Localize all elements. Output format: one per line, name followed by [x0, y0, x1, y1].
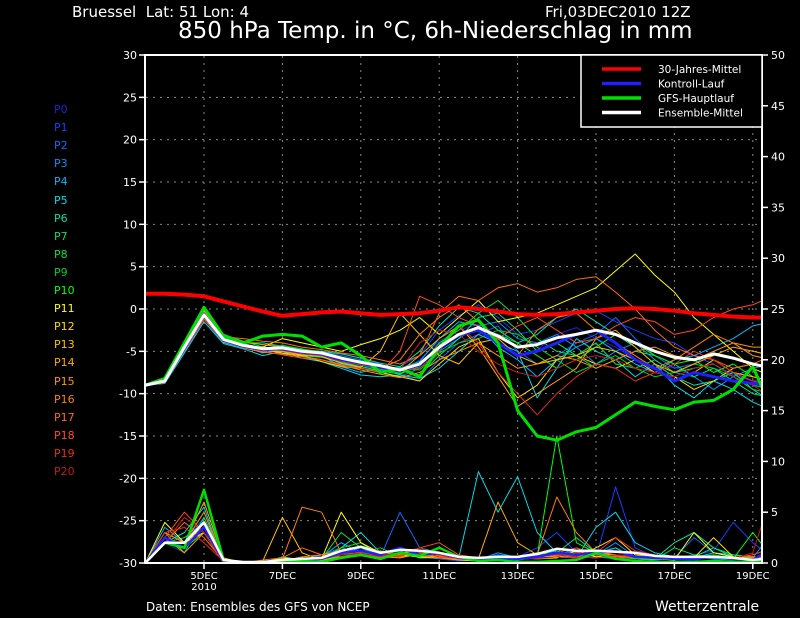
plot-frame [144, 54, 763, 564]
y2-tick-label: 20 [771, 354, 785, 367]
member-label: P11 [54, 302, 75, 316]
legend-label: Kontroll-Lauf [658, 79, 725, 91]
legend-label: Ensemble-Mittel [658, 108, 743, 120]
member-label: P2 [54, 139, 68, 153]
gfs-main-temp-line [146, 305, 762, 442]
y2-tick-label: 5 [771, 506, 778, 519]
y2-tick-label: 45 [771, 100, 785, 113]
x-tick-label: 9DEC [347, 571, 374, 582]
y-tick-label: 20 [123, 134, 137, 147]
y-tick-label: -5 [126, 345, 137, 358]
member-precip-line-p1 [146, 486, 762, 563]
run-time-label: Fri,03DEC2010 12Z [545, 3, 691, 21]
y-tick-label: -10 [119, 388, 137, 401]
member-label: P12 [54, 320, 75, 334]
y-tick-label: -15 [119, 430, 137, 443]
location-label: Bruessel Lat: 51 Lon: 4 [72, 3, 250, 21]
member-precip-line-p18 [146, 511, 762, 563]
x-tick-label: 11DEC [422, 571, 456, 582]
member-label: P3 [54, 157, 68, 171]
member-precip-line-p20 [146, 516, 762, 563]
member-label: P8 [54, 247, 68, 261]
y2-tick-label: 40 [771, 151, 785, 164]
x-tick-label: 7DEC [269, 571, 296, 582]
y-tick-label: -20 [119, 472, 137, 485]
y2-tick-label: 15 [771, 405, 785, 418]
y-tick-label: -25 [119, 515, 137, 528]
x-tick-label: 19DEC [736, 571, 770, 582]
member-label: P0 [54, 103, 68, 116]
member-label: P18 [54, 428, 75, 442]
y2-tick-label: 30 [771, 252, 785, 265]
member-label: P16 [54, 392, 75, 406]
ensemble-mean-precip-line [146, 521, 762, 563]
y-tick-label: 15 [123, 176, 137, 189]
member-temp-line-p15 [146, 316, 762, 386]
brand-label: Wetterzentrale [655, 599, 760, 615]
member-label: P20 [54, 465, 75, 478]
left-y-axis: -30 -25 -20 -15 -10 -5 0 5 10 15 20 25 30 [119, 49, 145, 570]
gfs-main-precip-line [146, 488, 762, 563]
member-label: P10 [54, 284, 75, 297]
chart-title: 850 hPa Temp. in °C, 6h-Niederschlag in … [178, 18, 693, 44]
x-tick-label: 13DEC [501, 571, 535, 582]
legend-label: 30-Jahres-Mittel [658, 64, 741, 76]
member-label: P17 [54, 410, 75, 424]
y2-tick-label: 10 [771, 455, 785, 468]
y2-tick-label: 50 [771, 49, 785, 62]
data-source-label: Daten: Ensembles des GFS von NCEP [146, 600, 370, 614]
member-label: P4 [54, 175, 68, 189]
x-tick-label: 5DEC [190, 571, 217, 582]
member-label: P7 [54, 229, 68, 243]
right-y-axis: 0 5 10 15 20 25 30 35 40 45 50 [762, 49, 785, 570]
legend-box [580, 54, 763, 128]
legend: 30-Jahres-Mittel Kontroll-Lauf GFS-Hauptla… [580, 54, 763, 128]
climate-mean-temp-line [146, 291, 762, 320]
y-tick-label: -30 [119, 557, 137, 570]
member-label: P5 [54, 193, 68, 207]
series-layer [146, 253, 762, 563]
member-temp-line-p11 [146, 253, 762, 386]
member-label: P9 [54, 265, 68, 279]
y2-tick-label: 35 [771, 201, 785, 214]
x-tick-label: 15DEC [579, 571, 613, 582]
member-label: P1 [54, 121, 68, 135]
x-tick-sublabel: 2010 [191, 582, 216, 593]
member-label: P13 [54, 338, 75, 352]
member-label: P6 [54, 211, 68, 225]
member-label: P15 [54, 374, 75, 388]
y-tick-label: 10 [123, 218, 137, 231]
member-precip-line-p10 [146, 435, 762, 563]
y-tick-label: 25 [123, 91, 137, 104]
y-tick-label: 0 [130, 303, 137, 316]
member-precip-line-p16 [146, 496, 762, 563]
legend-label: GFS-Hauptlauf [658, 93, 734, 105]
y2-tick-label: 25 [771, 303, 785, 316]
y-tick-label: 5 [130, 261, 137, 274]
y-tick-label: 30 [123, 49, 137, 62]
member-label: P14 [54, 356, 75, 370]
y2-tick-label: 0 [771, 557, 778, 570]
member-label: P19 [54, 446, 75, 460]
x-tick-label: 17DEC [658, 571, 692, 582]
ensemble-mean-temp-line [146, 313, 762, 387]
